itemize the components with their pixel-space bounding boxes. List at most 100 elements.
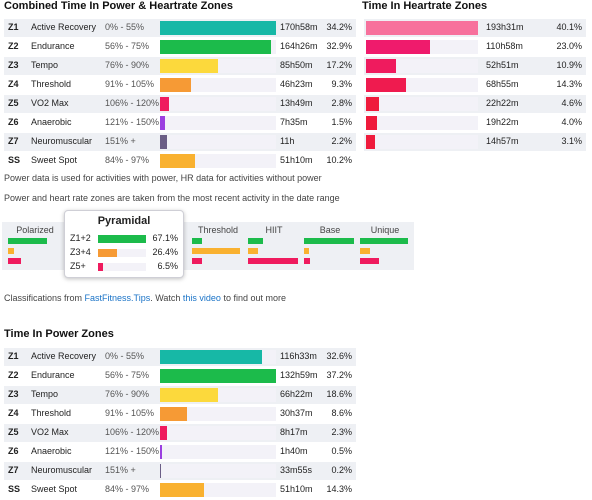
classification-bar: [248, 248, 258, 254]
pyramidal-row: Z5+ 6.5%: [70, 261, 178, 273]
zone-name: Threshold: [31, 79, 72, 89]
zone-row[interactable]: Z4 Threshold 91% - 105% 46h23m 9.3%: [4, 76, 356, 94]
fastfitness-link[interactable]: FastFitness.Tips: [84, 293, 151, 303]
zone-bar-track: [160, 350, 276, 364]
zone-row[interactable]: Z5 VO2 Max 106% - 120% 8h17m 2.3%: [4, 424, 356, 442]
zone-bar-track: [160, 445, 276, 459]
classification-base[interactable]: Base: [302, 222, 358, 270]
zone-name: Active Recovery: [31, 351, 97, 361]
zone-row[interactable]: Z2 Endurance 56% - 75% 164h26m 32.9%: [4, 38, 356, 56]
zone-bar-track: [160, 116, 276, 130]
hr-zone-row[interactable]: 193h31m 40.1%: [364, 19, 586, 37]
zone-id: Z6: [8, 117, 19, 127]
zone-row[interactable]: Z3 Tempo 76% - 90% 66h22m 18.6%: [4, 386, 356, 404]
hr-zone-bar: [366, 97, 379, 111]
classification-bar: [192, 238, 202, 244]
hr-zone-percent: 40.1%: [556, 22, 582, 32]
zone-time: 116h33m: [280, 351, 317, 361]
pyramidal-bar-track: [98, 263, 146, 271]
zone-time: 13h49m: [280, 98, 313, 108]
zone-time: 8h17m: [280, 427, 308, 437]
classification-threshold[interactable]: Threshold: [190, 222, 246, 270]
pyramidal-percent: 26.4%: [152, 247, 178, 257]
zone-range: 91% - 105%: [105, 79, 155, 89]
hr-zone-row[interactable]: 14h57m 3.1%: [364, 133, 586, 151]
hr-zone-time: 22h22m: [486, 98, 519, 108]
zone-range: 0% - 55%: [105, 351, 145, 361]
zone-row[interactable]: Z7 Neuromuscular 151% + 33m55s 0.2%: [4, 462, 356, 480]
zone-percent: 9.3%: [331, 79, 352, 89]
zone-row[interactable]: Z4 Threshold 91% - 105% 30h37m 8.6%: [4, 405, 356, 423]
zone-row[interactable]: SS Sweet Spot 84% - 97% 51h10m 14.3%: [4, 481, 356, 499]
zone-range: 91% - 105%: [105, 408, 155, 418]
pyramidal-row: Z3+4 26.4%: [70, 247, 178, 259]
classification-hiit[interactable]: HIIT: [246, 222, 302, 270]
zone-bar: [160, 388, 218, 402]
hr-zone-time: 14h57m: [486, 136, 519, 146]
zone-id: Z6: [8, 446, 19, 456]
zone-id: Z7: [8, 465, 19, 475]
zone-range: 56% - 75%: [105, 370, 150, 380]
zone-time: 170h58m: [280, 22, 318, 32]
hr-zone-time: 193h31m: [486, 22, 524, 32]
zone-row[interactable]: Z1 Active Recovery 0% - 55% 170h58m 34.2%: [4, 19, 356, 37]
hr-zone-row[interactable]: 52h51m 10.9%: [364, 57, 586, 75]
classification-bar: [304, 238, 354, 244]
hr-zone-row[interactable]: 110h58m 23.0%: [364, 38, 586, 56]
hr-zone-row[interactable]: 22h22m 4.6%: [364, 95, 586, 113]
zone-id: SS: [8, 484, 21, 494]
zone-row[interactable]: Z2 Endurance 56% - 75% 132h59m 37.2%: [4, 367, 356, 385]
zone-id: Z1: [8, 351, 19, 361]
zone-bar: [160, 407, 187, 421]
classification-bar: [248, 258, 298, 264]
zone-name: Endurance: [31, 370, 75, 380]
classification-polarized[interactable]: Polarized: [6, 222, 64, 270]
classification-label: HIIT: [265, 225, 283, 235]
pyramidal-highlight-card[interactable]: Pyramidal Z1+2 67.1% Z3+4 26.4% Z5+ 6.5%: [64, 210, 184, 278]
zone-bar: [160, 464, 161, 478]
hr-zone-row[interactable]: 68h55m 14.3%: [364, 76, 586, 94]
zone-id: Z4: [8, 408, 19, 418]
zone-bar: [160, 116, 165, 130]
zone-percent: 37.2%: [326, 370, 352, 380]
zone-time: 33m55s: [280, 465, 313, 475]
zone-time: 51h10m: [280, 484, 313, 494]
power-data-note: Power data is used for activities with p…: [4, 173, 322, 183]
classification-label: Base: [319, 225, 341, 235]
zone-bar-track: [160, 464, 276, 478]
zone-bar-track: [160, 40, 276, 54]
hr-zone-row[interactable]: 19h22m 4.0%: [364, 114, 586, 132]
zone-bar: [160, 445, 162, 459]
zone-row[interactable]: SS Sweet Spot 84% - 97% 51h10m 10.2%: [4, 152, 356, 170]
zone-percent: 34.2%: [326, 22, 352, 32]
zone-row[interactable]: Z6 Anaerobic 121% - 150% 7h35m 1.5%: [4, 114, 356, 132]
zone-id: SS: [8, 155, 21, 165]
pyramidal-percent: 67.1%: [152, 233, 178, 243]
classification-unique[interactable]: Unique: [358, 222, 412, 270]
zone-name: Endurance: [31, 41, 75, 51]
zone-id: Z2: [8, 41, 19, 51]
classification-bar: [360, 238, 408, 244]
classification-bar: [360, 258, 379, 264]
zone-bar-track: [160, 483, 276, 497]
classification-bar: [8, 238, 47, 244]
hr-zone-bar: [366, 135, 375, 149]
zone-time: 132h59m: [280, 370, 318, 380]
zone-range: 76% - 90%: [105, 389, 150, 399]
zone-row[interactable]: Z5 VO2 Max 106% - 120% 13h49m 2.8%: [4, 95, 356, 113]
hr-zone-percent: 4.0%: [561, 117, 582, 127]
pyramidal-bar-track: [98, 249, 146, 257]
video-link[interactable]: this video: [182, 293, 221, 303]
combined-zones-title: Combined Time In Power & Heartrate Zones: [4, 0, 234, 12]
hr-zone-bar: [366, 40, 430, 54]
zone-name: Neuromuscular: [31, 465, 93, 475]
zone-row[interactable]: Z1 Active Recovery 0% - 55% 116h33m 32.6%: [4, 348, 356, 366]
zone-row[interactable]: Z7 Neuromuscular 151% + 11h 2.2%: [4, 133, 356, 151]
zone-row[interactable]: Z3 Tempo 76% - 90% 85h50m 17.2%: [4, 57, 356, 75]
zone-bar: [160, 97, 169, 111]
zone-bar-track: [160, 135, 276, 149]
pyramidal-row: Z1+2 67.1%: [70, 233, 178, 245]
classification-label: Polarized: [16, 225, 54, 235]
zone-range: 56% - 75%: [105, 41, 150, 51]
zone-row[interactable]: Z6 Anaerobic 121% - 150% 1h40m 0.5%: [4, 443, 356, 461]
